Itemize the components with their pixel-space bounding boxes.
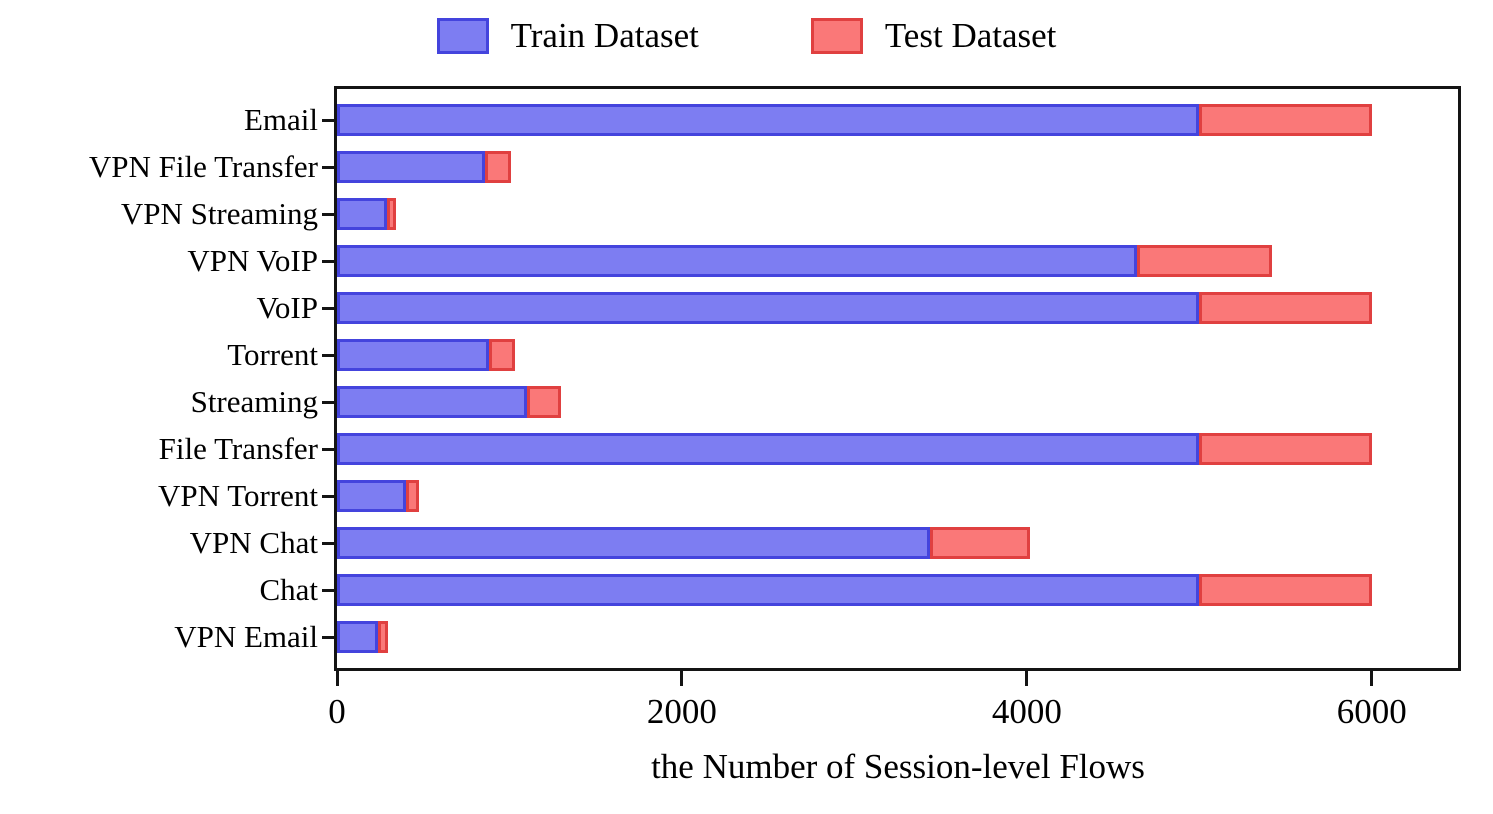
y-label-vpn-email: VPN Email bbox=[174, 619, 318, 654]
y-label-vpn-chat: VPN Chat bbox=[189, 525, 318, 560]
bar-train-vpn-chat bbox=[337, 527, 931, 559]
y-label-torrent: Torrent bbox=[227, 337, 318, 372]
bar-train-file-transfer bbox=[337, 433, 1200, 465]
x-tick-4000 bbox=[1025, 671, 1029, 686]
y-tick-streaming bbox=[322, 400, 337, 404]
x-tick-label-6000: 6000 bbox=[1336, 692, 1407, 731]
y-tick-vpn-chat bbox=[322, 541, 337, 545]
x-tick-label-2000: 2000 bbox=[646, 692, 717, 731]
bar-test-torrent bbox=[488, 339, 515, 371]
legend-swatch-train-icon bbox=[436, 18, 489, 54]
y-label-file-transfer: File Transfer bbox=[158, 431, 318, 466]
bar-train-vpn-voip bbox=[337, 245, 1138, 277]
legend: Train Dataset Test Dataset bbox=[0, 10, 1493, 62]
y-label-vpn-file-transfer: VPN File Transfer bbox=[88, 149, 318, 184]
x-tick-6000 bbox=[1370, 671, 1374, 686]
bar-test-vpn-file-transfer bbox=[485, 151, 512, 183]
bar-train-vpn-streaming bbox=[337, 198, 387, 230]
bar-test-vpn-torrent bbox=[405, 480, 419, 512]
y-tick-vpn-file-transfer bbox=[322, 165, 337, 169]
y-label-vpn-voip: VPN VoIP bbox=[187, 243, 318, 278]
bar-test-vpn-streaming bbox=[387, 198, 397, 230]
y-tick-torrent bbox=[322, 353, 337, 357]
x-tick-2000 bbox=[680, 671, 684, 686]
legend-swatch-test-icon bbox=[810, 18, 863, 54]
x-axis-title: the Number of Session-level Flows bbox=[651, 747, 1145, 786]
bar-test-voip bbox=[1199, 292, 1372, 324]
y-label-voip: VoIP bbox=[256, 290, 318, 325]
legend-label-test: Test Dataset bbox=[884, 16, 1057, 55]
y-label-email: Email bbox=[243, 102, 318, 137]
bar-test-vpn-email bbox=[378, 621, 388, 653]
bar-train-streaming bbox=[337, 386, 527, 418]
bar-test-file-transfer bbox=[1199, 433, 1372, 465]
bar-test-vpn-chat bbox=[930, 527, 1031, 559]
y-tick-chat bbox=[322, 588, 337, 592]
bar-train-torrent bbox=[337, 339, 489, 371]
y-tick-vpn-voip bbox=[322, 259, 337, 263]
y-tick-voip bbox=[322, 306, 337, 310]
y-tick-vpn-streaming bbox=[322, 212, 337, 216]
y-label-vpn-streaming: VPN Streaming bbox=[120, 196, 318, 231]
legend-label-train: Train Dataset bbox=[510, 16, 699, 55]
x-tick-label-4000: 4000 bbox=[991, 692, 1062, 731]
bar-train-email bbox=[337, 104, 1200, 136]
y-tick-vpn-email bbox=[322, 635, 337, 639]
x-tick-label-0: 0 bbox=[328, 692, 346, 731]
bar-test-streaming bbox=[526, 386, 562, 418]
bar-test-email bbox=[1199, 104, 1372, 136]
y-tick-email bbox=[322, 118, 337, 122]
x-tick-0 bbox=[335, 671, 339, 686]
y-tick-vpn-torrent bbox=[322, 494, 337, 498]
plot-area bbox=[334, 86, 1461, 671]
bar-train-vpn-torrent bbox=[337, 480, 406, 512]
y-tick-file-transfer bbox=[322, 447, 337, 451]
y-label-vpn-torrent: VPN Torrent bbox=[158, 478, 318, 513]
bar-train-vpn-email bbox=[337, 621, 379, 653]
bar-test-chat bbox=[1199, 574, 1372, 606]
y-label-chat: Chat bbox=[259, 572, 318, 607]
y-label-streaming: Streaming bbox=[190, 384, 318, 419]
bar-train-vpn-file-transfer bbox=[337, 151, 486, 183]
bar-train-chat bbox=[337, 574, 1200, 606]
bar-test-vpn-voip bbox=[1137, 245, 1272, 277]
bar-train-voip bbox=[337, 292, 1200, 324]
